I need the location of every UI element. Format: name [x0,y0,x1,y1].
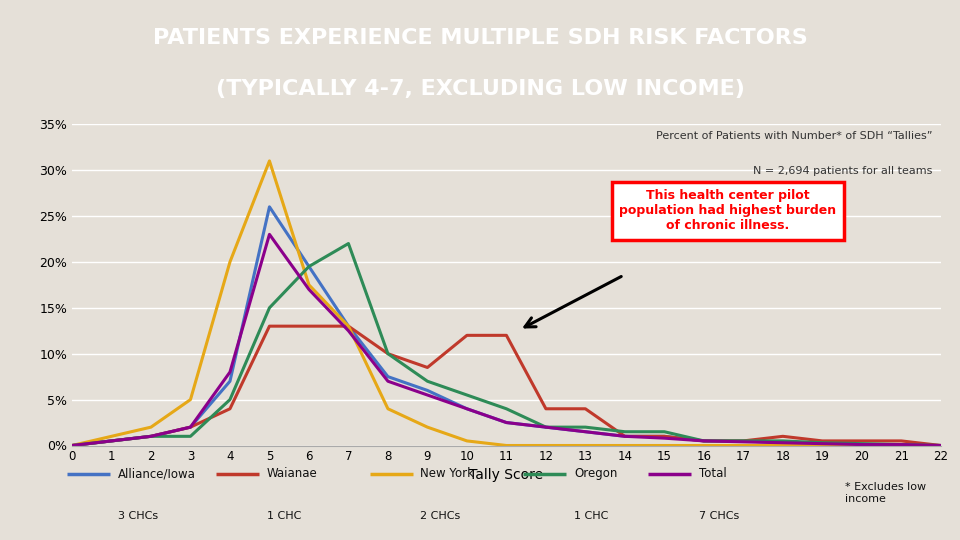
Text: (TYPICALLY 4-7, EXCLUDING LOW INCOME): (TYPICALLY 4-7, EXCLUDING LOW INCOME) [216,79,744,99]
X-axis label: Tally Score: Tally Score [469,468,543,482]
Text: 7 CHCs: 7 CHCs [699,511,739,522]
Text: New York: New York [420,467,474,481]
Text: N = 2,694 patients for all teams: N = 2,694 patients for all teams [753,166,932,176]
Text: Alliance/Iowa: Alliance/Iowa [118,467,196,481]
Text: PATIENTS EXPERIENCE MULTIPLE SDH RISK FACTORS: PATIENTS EXPERIENCE MULTIPLE SDH RISK FA… [153,28,807,48]
Text: 3 CHCs: 3 CHCs [118,511,158,522]
Text: 2 CHCs: 2 CHCs [420,511,461,522]
Text: This health center pilot
population had highest burden
of chronic illness.: This health center pilot population had … [619,190,836,232]
Text: Total: Total [699,467,727,481]
Text: 1 CHC: 1 CHC [267,511,301,522]
Text: Waianae: Waianae [267,467,318,481]
Text: Percent of Patients with Number* of SDH “Tallies”: Percent of Patients with Number* of SDH … [656,131,932,140]
Text: Oregon: Oregon [574,467,617,481]
Text: 1 CHC: 1 CHC [574,511,609,522]
Text: * Excludes low
income: * Excludes low income [845,482,926,503]
